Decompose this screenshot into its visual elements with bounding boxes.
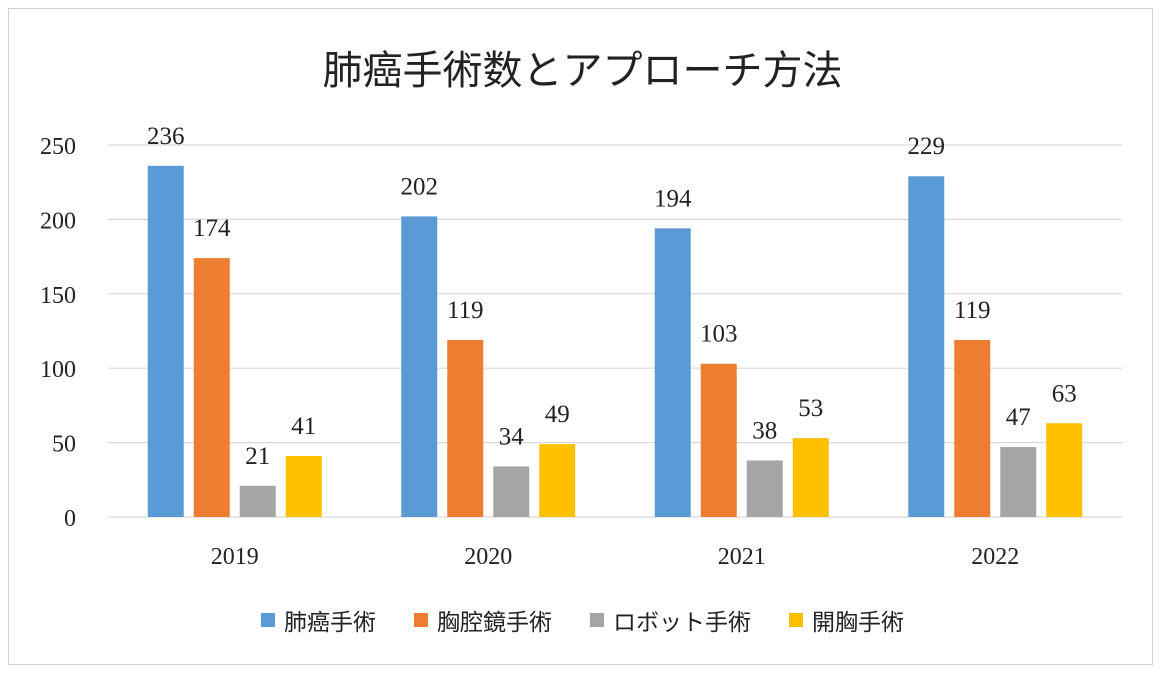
legend-item: 胸腔鏡手術: [414, 603, 552, 637]
data-label: 47: [1006, 404, 1031, 431]
y-tick-label: 250: [40, 134, 76, 160]
y-tick-label: 50: [52, 432, 76, 458]
data-label: 38: [752, 417, 777, 444]
legend-label: 開胸手術: [812, 610, 904, 636]
legend-item: ロボット手術: [590, 603, 751, 637]
bar: [285, 455, 322, 517]
y-tick-label: 100: [40, 357, 76, 383]
bar: [539, 444, 576, 517]
chart-title: 肺癌手術数とアプローチ方法: [322, 48, 843, 94]
y-tick-label: 150: [40, 283, 76, 309]
data-label: 174: [193, 215, 231, 242]
data-label: 236: [147, 123, 185, 150]
legend-label: 胸腔鏡手術: [437, 610, 552, 636]
data-label: 119: [954, 297, 991, 324]
bar: [193, 258, 230, 517]
bar: [700, 363, 737, 517]
data-label: 202: [401, 173, 439, 200]
bar: [239, 485, 276, 517]
legend-swatch: [789, 613, 803, 627]
data-label: 229: [908, 133, 946, 160]
data-label: 53: [798, 395, 823, 422]
bar: [908, 176, 945, 518]
legend-swatch: [590, 613, 604, 627]
data-label: 63: [1052, 380, 1077, 407]
x-tick-label: 2022: [971, 544, 1019, 570]
x-tick-label: 2019: [211, 544, 259, 570]
data-label: 41: [291, 413, 316, 440]
chart-legend: 肺癌手術 胸腔鏡手術 ロボット手術 開胸手術: [0, 603, 1165, 637]
data-label: 194: [654, 185, 692, 212]
data-label: 103: [700, 321, 738, 348]
bar: [954, 339, 991, 517]
legend-item: 開胸手術: [789, 603, 904, 637]
legend-label: ロボット手術: [613, 610, 751, 636]
legend-item: 肺癌手術: [261, 603, 376, 637]
y-tick-label: 200: [40, 208, 76, 234]
bar: [493, 466, 530, 517]
x-tick-label: 2021: [718, 544, 766, 570]
y-tick-label: 0: [64, 506, 76, 532]
data-label: 21: [245, 443, 270, 470]
bar: [1000, 447, 1037, 517]
bar: [147, 165, 184, 517]
data-label: 119: [447, 297, 484, 324]
bar: [401, 216, 438, 517]
bar: [654, 228, 691, 517]
legend-label: 肺癌手術: [284, 610, 376, 636]
data-label: 49: [545, 401, 570, 428]
x-tick-label: 2020: [464, 544, 512, 570]
legend-swatch: [261, 613, 275, 627]
data-label: 34: [499, 423, 525, 450]
bar: [1046, 423, 1083, 517]
bar: [792, 438, 829, 517]
bar: [447, 339, 484, 517]
legend-swatch: [414, 613, 428, 627]
bar: [746, 460, 783, 517]
